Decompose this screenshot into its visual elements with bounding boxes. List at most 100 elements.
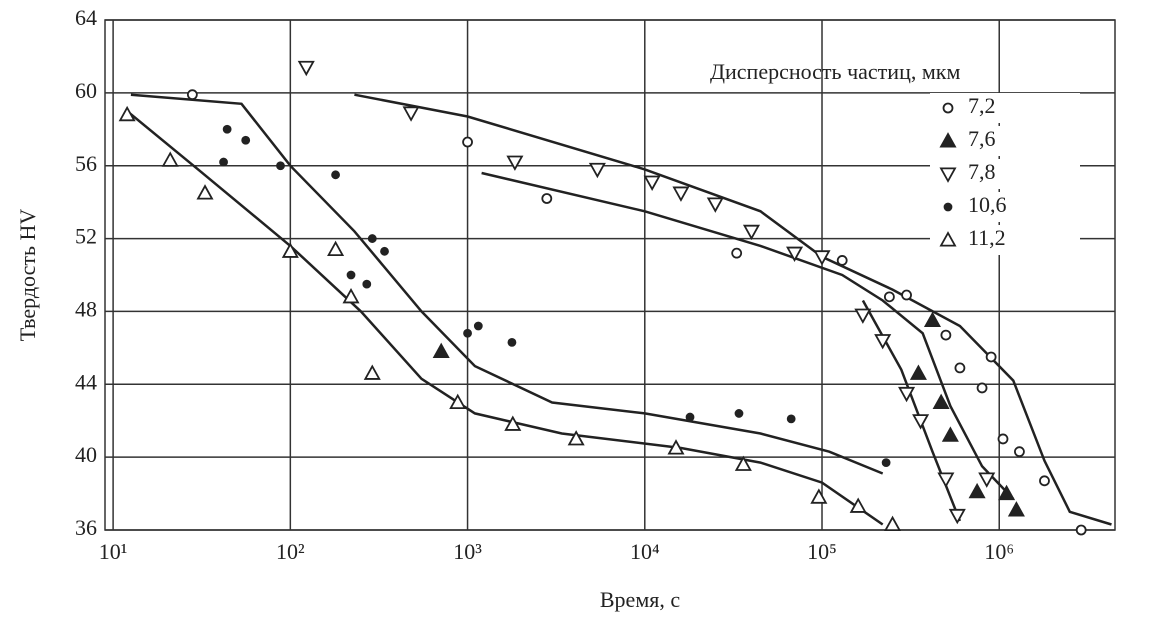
data-point xyxy=(504,415,522,431)
data-point xyxy=(346,270,356,280)
data-point xyxy=(380,246,389,256)
data-point xyxy=(161,151,179,167)
data-point xyxy=(297,60,315,77)
data-point xyxy=(854,308,872,324)
data-point xyxy=(923,311,941,328)
legend-marker xyxy=(939,167,957,183)
data-point xyxy=(734,455,752,471)
data-point xyxy=(706,197,724,213)
y-tick-label: 36 xyxy=(75,515,97,540)
y-tick-label: 40 xyxy=(75,442,97,467)
legend-label: 7,6 xyxy=(968,126,996,151)
data-point xyxy=(473,321,483,331)
x-axis-label: Время, с xyxy=(600,587,680,612)
y-tick-label: 60 xyxy=(75,78,97,103)
data-point xyxy=(912,414,930,430)
data-point xyxy=(327,240,345,257)
data-point xyxy=(742,224,761,241)
data-point xyxy=(849,497,867,513)
data-point xyxy=(881,458,891,468)
y-tick-label: 64 xyxy=(75,5,97,30)
data-point xyxy=(507,337,517,347)
data-point xyxy=(978,472,996,488)
data-point xyxy=(463,328,472,338)
data-point xyxy=(567,430,585,446)
y-axis-label: Твердость HV xyxy=(15,209,40,342)
data-point xyxy=(954,362,966,374)
data-point xyxy=(367,234,377,243)
data-point xyxy=(883,291,895,303)
data-point xyxy=(898,386,916,403)
data-point xyxy=(276,161,285,171)
data-point xyxy=(402,106,420,122)
data-point xyxy=(506,155,524,171)
data-point xyxy=(786,246,804,262)
legend-title: Дисперсность частиц, мкм xyxy=(710,59,960,84)
data-point xyxy=(186,89,198,101)
data-point xyxy=(998,484,1016,501)
legend-label: 11,2 xyxy=(968,225,1006,250)
legend-marker xyxy=(943,202,953,212)
data-point xyxy=(985,351,997,363)
data-point xyxy=(786,414,796,424)
x-tick-label: 10³ xyxy=(453,539,482,564)
data-point xyxy=(874,334,892,350)
y-tick-label: 44 xyxy=(75,369,97,394)
x-tick-label: 10¹ xyxy=(99,539,128,564)
data-point xyxy=(909,364,927,380)
legend-bg xyxy=(930,93,1080,123)
fit-curve xyxy=(354,93,1112,526)
data-point xyxy=(672,186,690,202)
data-point xyxy=(734,409,744,418)
data-point xyxy=(342,288,360,304)
legend-label: 7,8 xyxy=(968,159,996,184)
fit-curve xyxy=(130,93,884,475)
data-point xyxy=(281,242,299,258)
x-tick-label: 10⁶ xyxy=(984,539,1014,564)
legend-marker xyxy=(939,132,957,148)
data-point xyxy=(948,508,966,525)
x-tick-label: 10⁵ xyxy=(807,539,837,564)
data-point xyxy=(937,472,955,488)
legend-marker xyxy=(942,102,954,114)
data-point xyxy=(940,329,952,341)
data-point xyxy=(643,175,661,191)
data-point xyxy=(836,255,848,266)
data-point xyxy=(1075,524,1087,536)
data-point xyxy=(363,364,381,380)
legend-bg xyxy=(930,192,1080,222)
data-point xyxy=(241,135,251,145)
data-point xyxy=(810,488,828,504)
data-point xyxy=(196,184,214,200)
data-point xyxy=(1014,446,1025,458)
data-point xyxy=(968,482,986,499)
data-point xyxy=(432,342,450,359)
data-point xyxy=(941,426,959,442)
data-point xyxy=(1007,501,1025,517)
legend-bg xyxy=(930,126,1080,156)
data-point xyxy=(884,515,902,532)
data-point xyxy=(118,105,136,122)
data-point xyxy=(667,439,685,455)
legend-label: 10,6 xyxy=(968,192,1007,217)
x-tick-label: 10² xyxy=(276,539,305,564)
data-point xyxy=(462,136,473,148)
y-tick-label: 52 xyxy=(75,224,97,249)
data-point xyxy=(901,289,912,301)
data-point xyxy=(222,124,232,134)
legend-label: 7,2 xyxy=(968,93,996,118)
y-tick-label: 56 xyxy=(75,151,97,176)
legend-bg xyxy=(930,159,1080,189)
data-point xyxy=(362,279,372,289)
data-point xyxy=(997,433,1009,445)
data-point xyxy=(685,412,695,422)
data-point xyxy=(813,250,831,266)
data-point xyxy=(449,393,467,410)
data-point xyxy=(1039,475,1050,487)
data-point xyxy=(541,193,553,204)
y-tick-label: 48 xyxy=(75,296,97,321)
data-point xyxy=(331,170,340,180)
legend-bg xyxy=(930,225,1080,255)
data-point xyxy=(731,247,743,259)
